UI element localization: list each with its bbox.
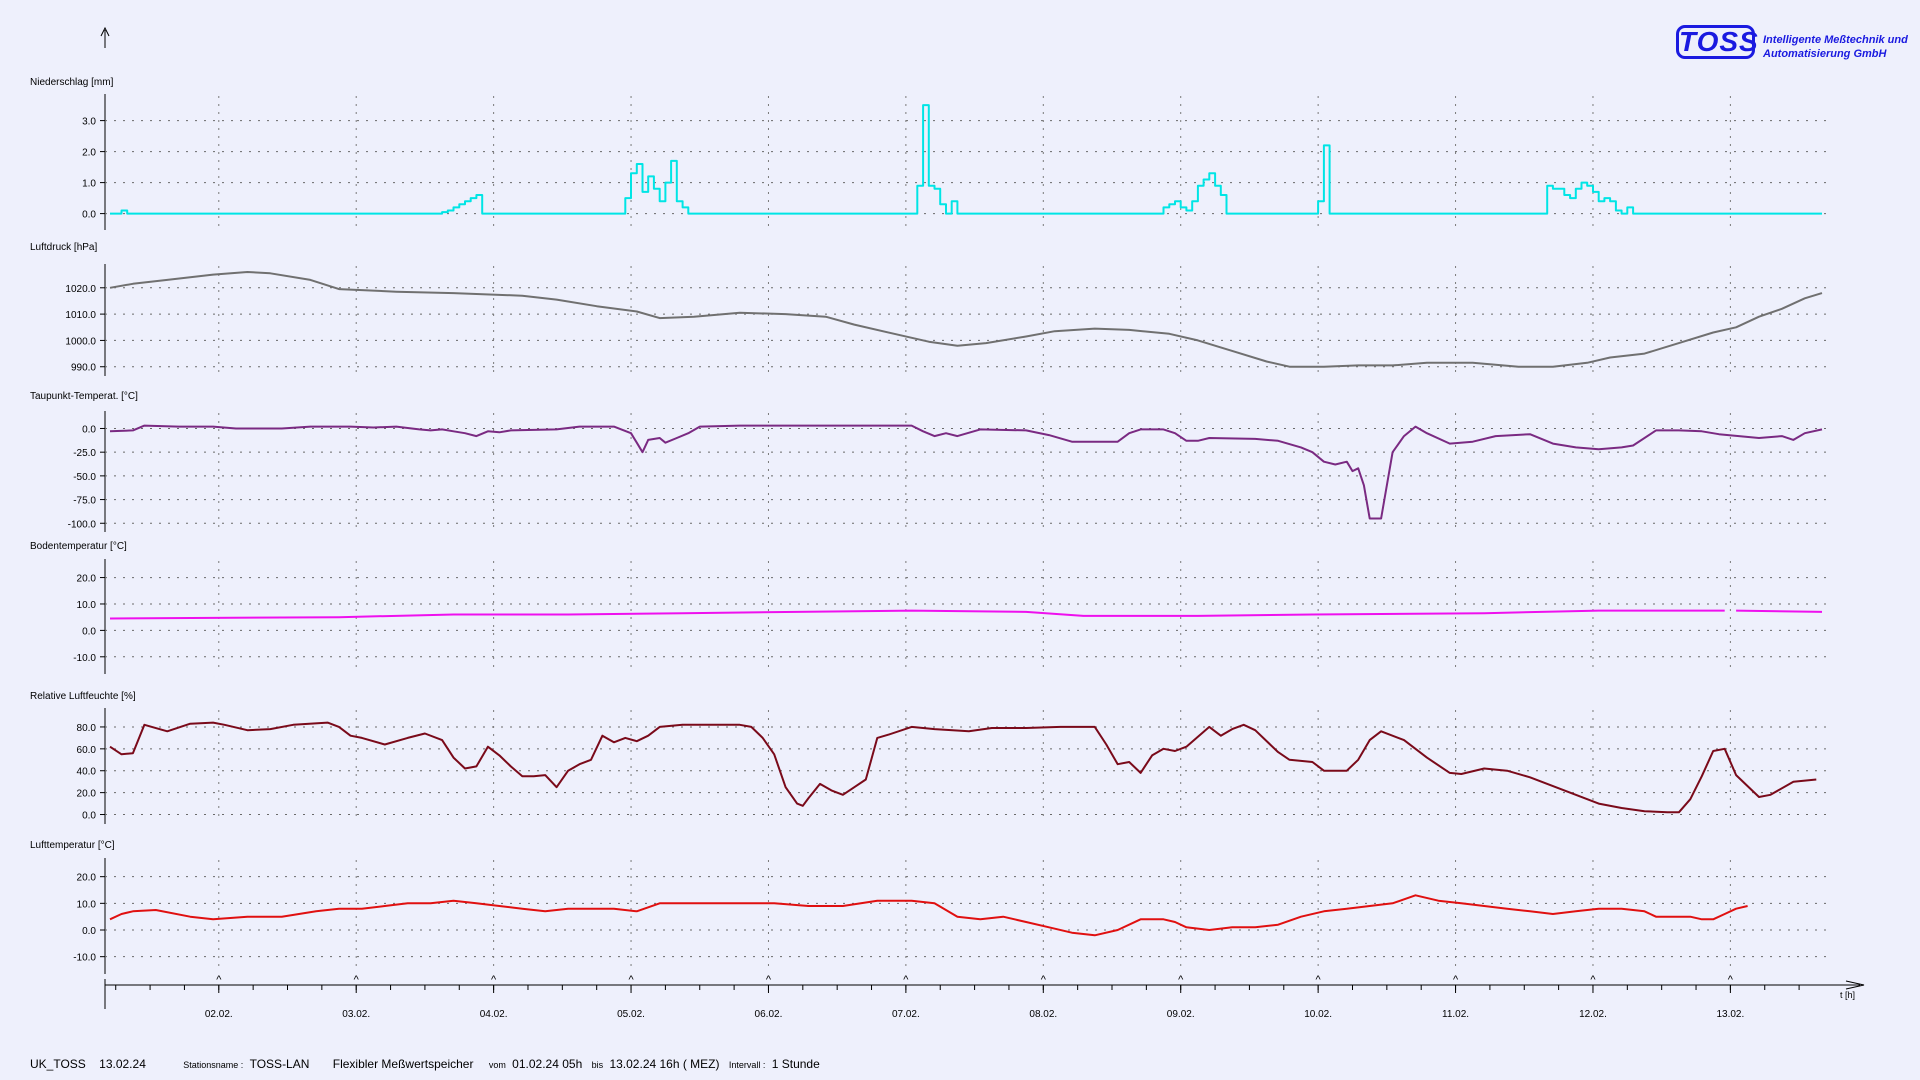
- x-tick-label: 10.02.: [1304, 1009, 1332, 1020]
- from-label: vom: [488, 1060, 506, 1070]
- axis-arrow-icon: [1845, 980, 1865, 990]
- x-tick-label: 08.02.: [1029, 1009, 1057, 1020]
- tick-caret-icon: ^: [491, 974, 497, 986]
- y-tick-label: 3.0: [82, 117, 96, 128]
- series-line: [1736, 609, 1823, 613]
- y-tick-label: 60.0: [77, 745, 97, 756]
- footer-info: UK_TOSS 13.02.24 Stationsname : TOSS-LAN…: [30, 1057, 820, 1071]
- y-tick-label: 1.0: [82, 179, 96, 190]
- y-tick-label: -25.0: [73, 448, 96, 459]
- y-tick-label: 1020.0: [65, 284, 96, 295]
- series-line: [109, 424, 1823, 520]
- panel-label: Taupunkt-Temperat. [°C]: [30, 391, 138, 402]
- from-value: 01.02.24 05h: [512, 1057, 583, 1071]
- panel-label: Bodentemperatur [°C]: [30, 541, 127, 552]
- y-tick-label: 990.0: [71, 363, 96, 374]
- series-line: [110, 104, 1822, 215]
- tick-caret-icon: ^: [1316, 974, 1322, 986]
- panel-label: Lufttemperatur [°C]: [30, 840, 115, 851]
- y-tick-label: -50.0: [73, 472, 96, 483]
- y-tick-label: -75.0: [73, 496, 96, 507]
- station-id: UK_TOSS: [30, 1057, 86, 1071]
- panel-label: Luftdruck [hPa]: [30, 242, 97, 253]
- series-line: [109, 271, 1823, 368]
- y-tick-label: 2.0: [82, 148, 96, 159]
- series-line: [109, 894, 1748, 937]
- y-tick-label: -100.0: [68, 519, 97, 530]
- y-tick-label: 20.0: [77, 873, 97, 884]
- x-axis-unit: t [h]: [1840, 990, 1855, 1000]
- tick-caret-icon: ^: [1041, 974, 1047, 986]
- series-line: [109, 609, 1725, 620]
- station-label: Stationsname :: [183, 1060, 244, 1070]
- tick-caret-icon: ^: [354, 974, 360, 986]
- interval-label: Intervall :: [728, 1060, 766, 1070]
- memory-type: Flexibler Meßwertspeicher: [332, 1057, 474, 1071]
- y-tick-label: 20.0: [77, 574, 97, 585]
- tick-caret-icon: ^: [1453, 974, 1459, 986]
- x-tick-label: 02.02.: [205, 1009, 233, 1020]
- tick-caret-icon: ^: [1728, 974, 1734, 986]
- x-tick-label: 13.02.: [1716, 1009, 1744, 1020]
- tick-caret-icon: ^: [1178, 974, 1184, 986]
- x-tick-label: 07.02.: [892, 1009, 920, 1020]
- y-tick-label: 0.0: [82, 811, 96, 822]
- y-tick-label: 0.0: [82, 424, 96, 435]
- interval-value: 1 Stunde: [771, 1057, 820, 1071]
- y-tick-label: -10.0: [73, 653, 96, 664]
- y-tick-label: 10.0: [77, 600, 97, 611]
- y-tick-label: 40.0: [77, 767, 97, 778]
- y-tick-label: 0.0: [82, 626, 96, 637]
- footer-date: 13.02.24: [99, 1057, 146, 1071]
- toss-logo: TOSS Intelligente Meßtechnik und Automat…: [1676, 25, 1920, 69]
- tick-caret-icon: ^: [628, 974, 634, 986]
- tick-caret-icon: ^: [903, 974, 909, 986]
- y-tick-label: 80.0: [77, 723, 97, 734]
- y-tick-label: 10.0: [77, 899, 97, 910]
- x-tick-label: 06.02.: [755, 1009, 783, 1020]
- tick-caret-icon: ^: [216, 974, 222, 986]
- x-tick-label: 03.02.: [342, 1009, 370, 1020]
- to-label: bis: [591, 1060, 604, 1070]
- y-tick-label: 20.0: [77, 789, 97, 800]
- logo-line-2: Automatisierung GmbH: [1763, 48, 1887, 60]
- tick-caret-icon: ^: [1590, 974, 1596, 986]
- series-line: [109, 721, 1817, 814]
- y-tick-label: 0.0: [82, 926, 96, 937]
- station-name: TOSS-LAN: [249, 1057, 310, 1071]
- panel-label: Relative Luftfeuchte [%]: [30, 691, 136, 702]
- x-tick-label: 04.02.: [480, 1009, 508, 1020]
- y-tick-label: 0.0: [82, 210, 96, 221]
- logo-mark: TOSS: [1676, 25, 1758, 59]
- y-tick-label: -10.0: [73, 953, 96, 964]
- x-tick-label: 09.02.: [1167, 1009, 1195, 1020]
- x-tick-label: 12.02.: [1579, 1009, 1607, 1020]
- x-tick-label: 11.02.: [1442, 1009, 1469, 1020]
- x-tick-label: 05.02.: [617, 1009, 645, 1020]
- tick-caret-icon: ^: [766, 974, 772, 986]
- y-tick-label: 1010.0: [65, 310, 96, 321]
- y-tick-label: 1000.0: [65, 336, 96, 347]
- up-arrow-icon: [100, 26, 110, 48]
- panel-label: Niederschlag [mm]: [30, 77, 114, 88]
- logo-line-1: Intelligente Meßtechnik und: [1763, 34, 1908, 46]
- to-value: 13.02.24 16h ( MEZ): [609, 1057, 720, 1071]
